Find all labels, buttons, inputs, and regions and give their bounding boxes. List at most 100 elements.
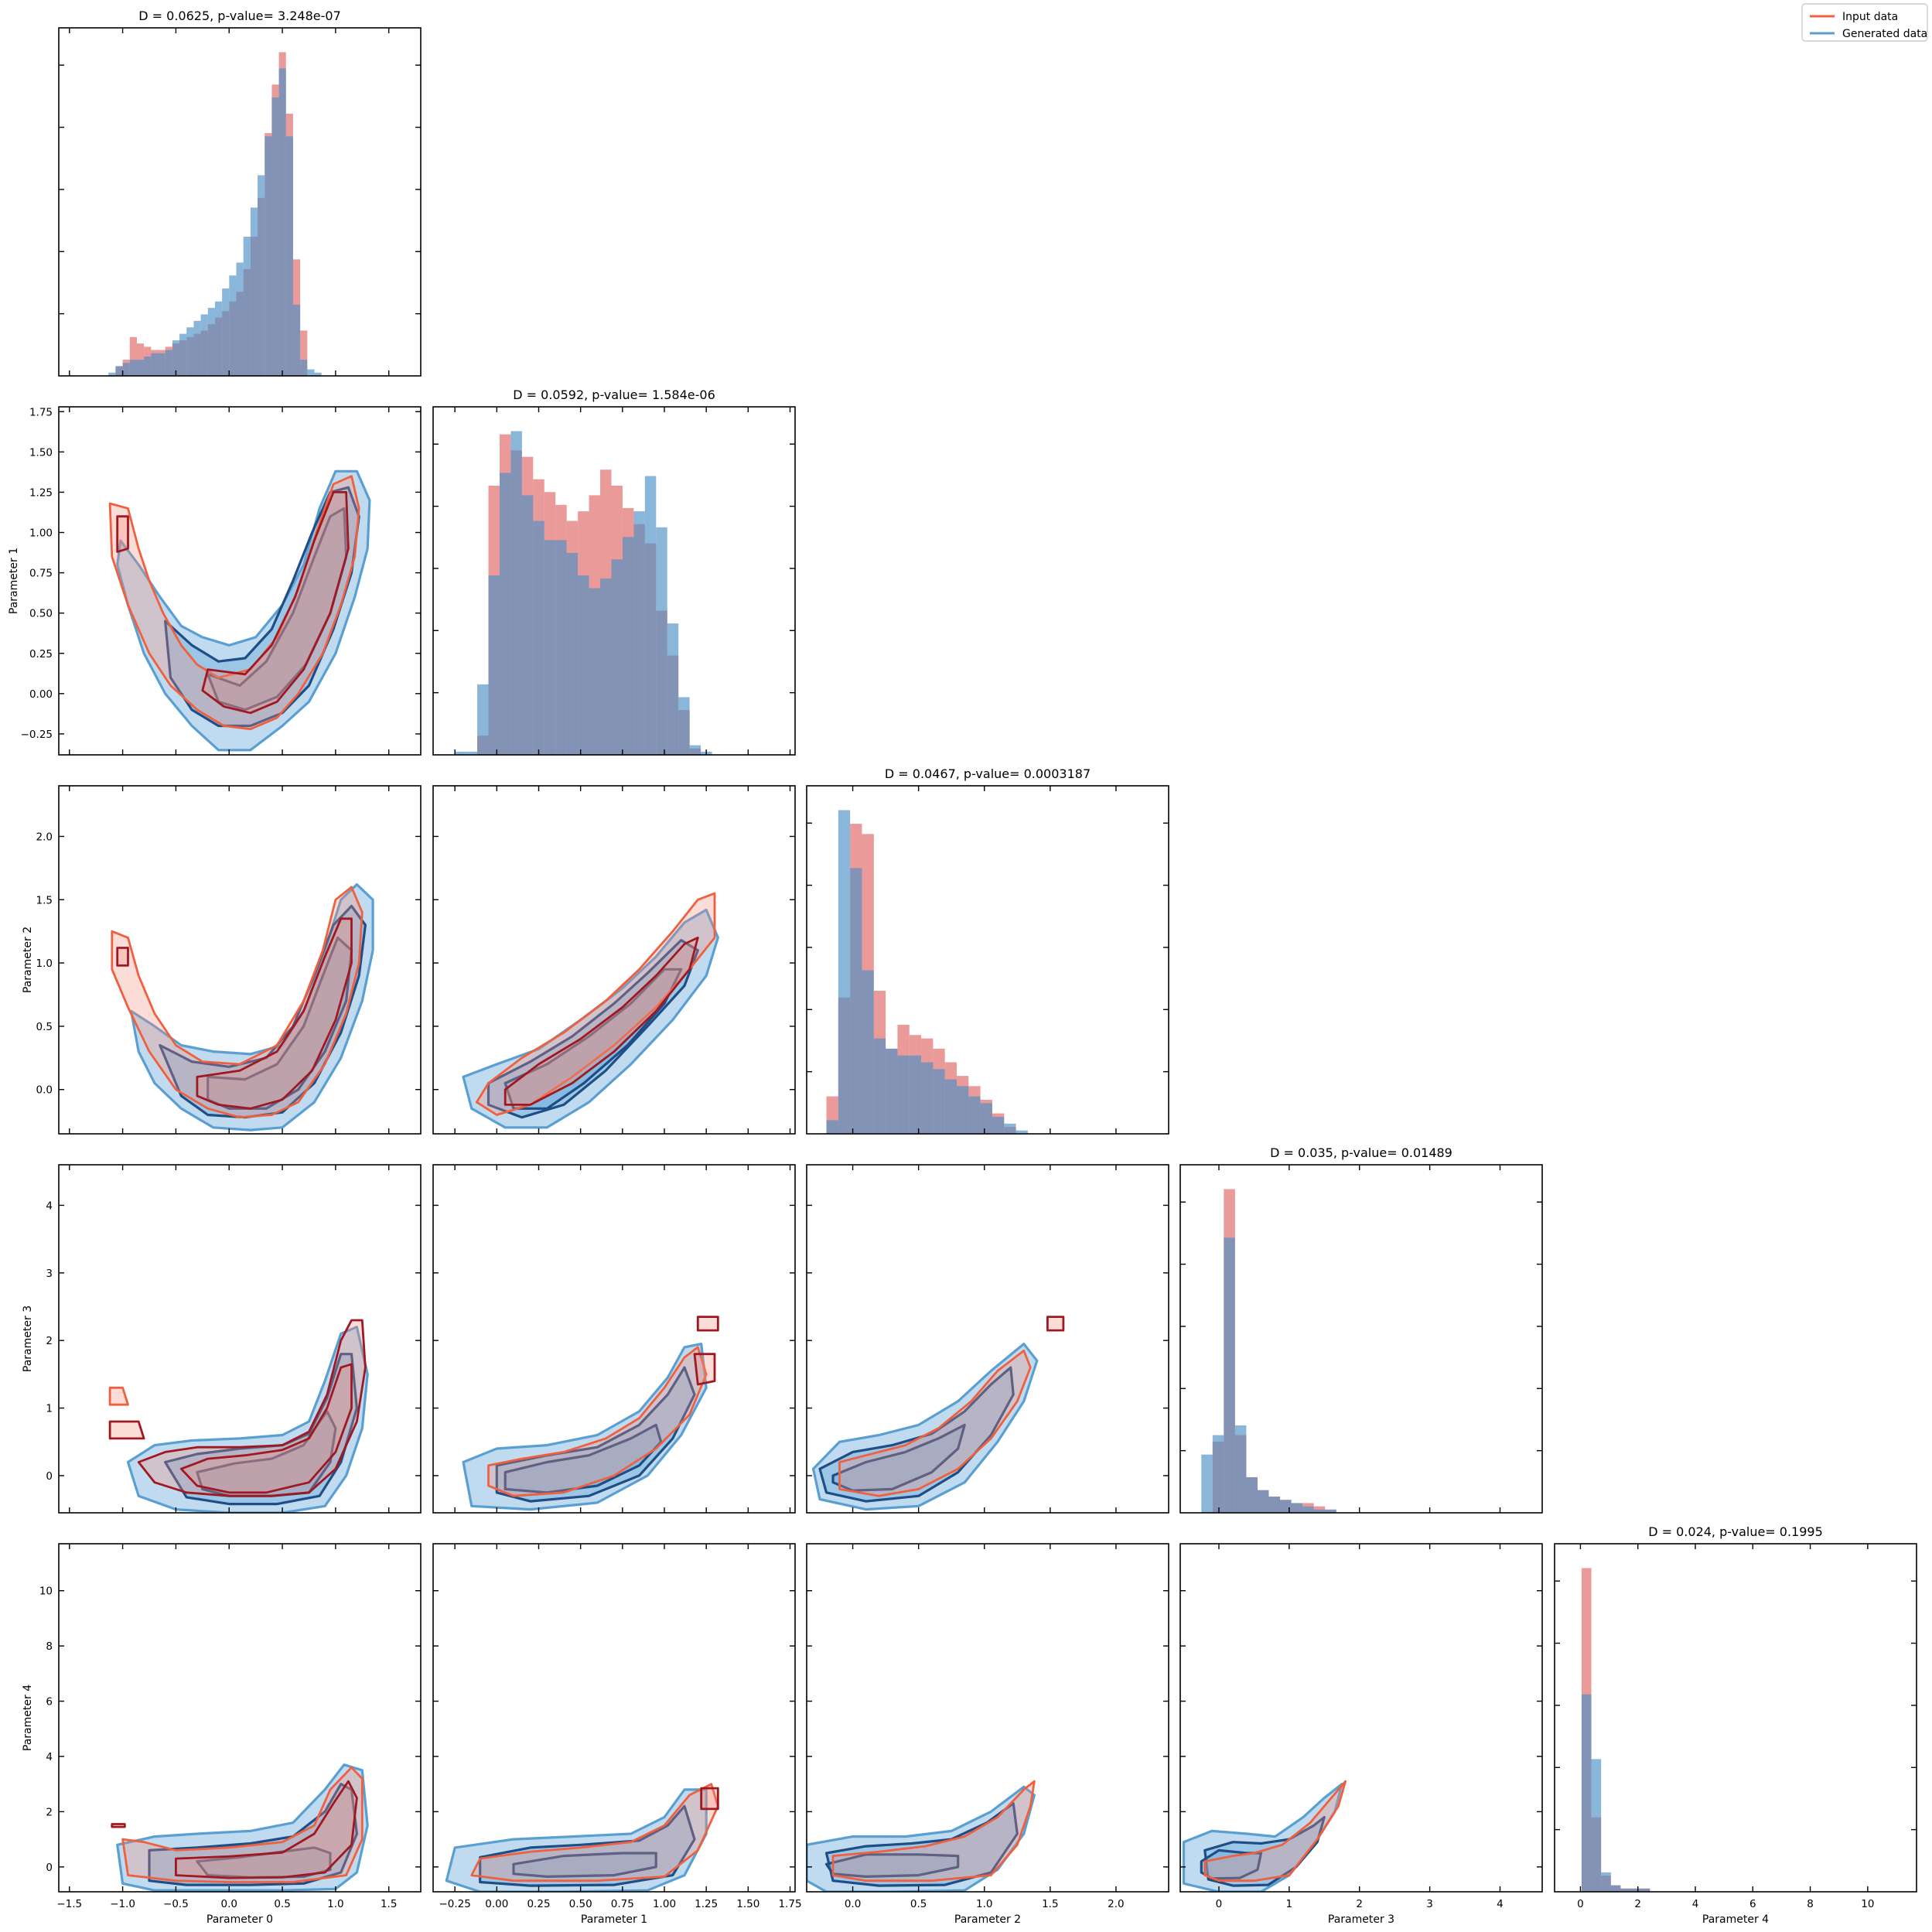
contour-generated (503, 968, 683, 1110)
x-axis-label: Parameter 4 (1702, 1913, 1769, 1926)
y-axis-label: Parameter 3 (22, 1306, 34, 1372)
x-tick-label: 0 (1216, 1898, 1223, 1910)
hist-bar-generated (578, 575, 589, 755)
hist-bar-generated (214, 301, 223, 376)
contour-input (111, 886, 364, 1119)
hist-bar-generated (207, 308, 215, 376)
hist-bar-generated (108, 372, 116, 376)
y-tick-label: 6 (46, 1696, 53, 1708)
panel-1-1-frame (432, 406, 796, 756)
contour-input (116, 947, 129, 967)
panel-3-2 (806, 1164, 1169, 1514)
hist-bar-generated (600, 579, 612, 755)
diagonal-title: D = 0.0467, p-value= 0.0003187 (885, 766, 1091, 781)
hist-bar-generated (151, 353, 159, 376)
hist-bar-generated (300, 360, 308, 376)
y-tick-label: 0 (46, 1862, 53, 1874)
panel-1-1: D = 0.0592, p-value= 1.584e-06 (432, 387, 796, 756)
panel-2-2: D = 0.0467, p-value= 0.0003187 (806, 766, 1169, 1135)
hist-bar-generated (236, 262, 244, 376)
y-tick-label: 2 (46, 1806, 53, 1818)
x-tick-label: 0.00 (485, 1898, 508, 1910)
x-tick-label: 0.5 (910, 1898, 927, 1910)
hist-bar-generated (1246, 1476, 1258, 1513)
panel-2-1 (432, 785, 796, 1135)
hist-bar-generated (1620, 1888, 1631, 1892)
diagonal-title: D = 0.035, p-value= 0.01489 (1270, 1145, 1452, 1160)
hist-bar-generated (1212, 1435, 1224, 1513)
contour-input (108, 475, 360, 731)
hist-bar-generated (158, 353, 166, 376)
hist-bar-generated (521, 495, 534, 755)
contour-input (201, 491, 350, 715)
hist-bar-generated (533, 521, 544, 755)
hist-bar-generated (179, 333, 187, 376)
hist-bar-generated (850, 868, 862, 1134)
hist-bar-generated (968, 1096, 981, 1134)
hist-bar-generated (992, 1116, 1005, 1134)
hist-bar-generated (611, 559, 623, 755)
hist-bar-generated (172, 340, 180, 376)
y-tick-label: 0.5 (36, 1021, 53, 1033)
hist-bar-generated (1201, 1454, 1213, 1513)
hist-bar-generated (1630, 1888, 1640, 1892)
x-tick-label: 0.50 (569, 1898, 592, 1910)
hist-bar-input (129, 336, 137, 376)
contour-generated (824, 1853, 960, 1878)
hist-bar-generated (186, 327, 194, 376)
hist-bar-generated (258, 175, 265, 376)
contour-group (462, 892, 719, 1129)
hist-bar-generated (1302, 1506, 1314, 1513)
hist-bar-generated (122, 363, 130, 376)
hist-bar-generated (1224, 1237, 1235, 1513)
panel-2-0-frame (58, 785, 422, 1135)
x-tick-label: 10 (1861, 1898, 1874, 1910)
x-tick-label: 0.5 (274, 1898, 290, 1910)
y-tick-label: 1.0 (36, 957, 53, 970)
contour-input (196, 917, 353, 1110)
y-tick-label: 0.50 (29, 608, 53, 620)
contour-generated (445, 1788, 708, 1892)
panels-layer: D = 0.0625, p-value= 3.248e-07−0.250.000… (8, 9, 1917, 1926)
contour-input (838, 1349, 1032, 1497)
panel-1-0: −0.25 0.00 0.25 0.50 0.75 1.00 1.25 1.50 1.75 Par… (8, 406, 422, 756)
panel-0-0: D = 0.0625, p-value= 3.248e-07 (58, 9, 422, 377)
y-tick-label: 0.00 (29, 688, 53, 701)
x-tick-label: 1.0 (327, 1898, 343, 1910)
x-tick-label: 4 (1497, 1898, 1504, 1910)
x-tick-label: 0.0 (845, 1898, 861, 1910)
panel-3-1-frame (432, 1164, 796, 1514)
contour-generated (1203, 1816, 1326, 1887)
hist-bar-generated (1291, 1503, 1303, 1513)
y-tick-label: 1.75 (29, 406, 53, 418)
contour-input (503, 937, 699, 1106)
hist-bar-generated (193, 320, 201, 376)
y-tick-label: 0.75 (29, 568, 53, 580)
panel-2-0: 0.0 0.5 1.0 1.5 2.0 Parameter 2 (22, 785, 422, 1135)
x-tick-label: 8 (1807, 1898, 1814, 1910)
hist-bar-generated (944, 1079, 957, 1134)
contour-input (696, 1316, 719, 1332)
x-tick-label: 0.25 (527, 1898, 550, 1910)
contour-input (487, 1346, 708, 1497)
contour-group (108, 469, 371, 752)
y-tick-label: 1.25 (29, 486, 53, 499)
hist-bar-generated (589, 588, 601, 755)
contour-group (111, 1763, 369, 1892)
contour-generated (207, 507, 348, 712)
hist-bar-generated (1015, 1130, 1028, 1134)
hist-bar-generated (292, 304, 301, 376)
hist-bar-generated (644, 476, 657, 755)
panel-4-1: −0.25 0.00 0.25 0.50 0.75 1.00 1.25 1.50 1.75 Par… (432, 1543, 802, 1926)
contour-group (108, 1319, 369, 1513)
x-axis-label: Parameter 2 (954, 1913, 1021, 1926)
hist-bar-generated (909, 1055, 922, 1134)
hist-bar-generated (838, 810, 851, 1134)
panel-4-3-frame (1179, 1543, 1543, 1893)
y-tick-label: 0 (46, 1470, 53, 1483)
panel-3-1 (432, 1164, 796, 1514)
x-tick-label: 4 (1692, 1898, 1699, 1910)
hist-bar-generated (957, 1086, 969, 1134)
y-tick-label: 2.0 (36, 831, 53, 843)
hist-bar-generated (488, 575, 500, 755)
